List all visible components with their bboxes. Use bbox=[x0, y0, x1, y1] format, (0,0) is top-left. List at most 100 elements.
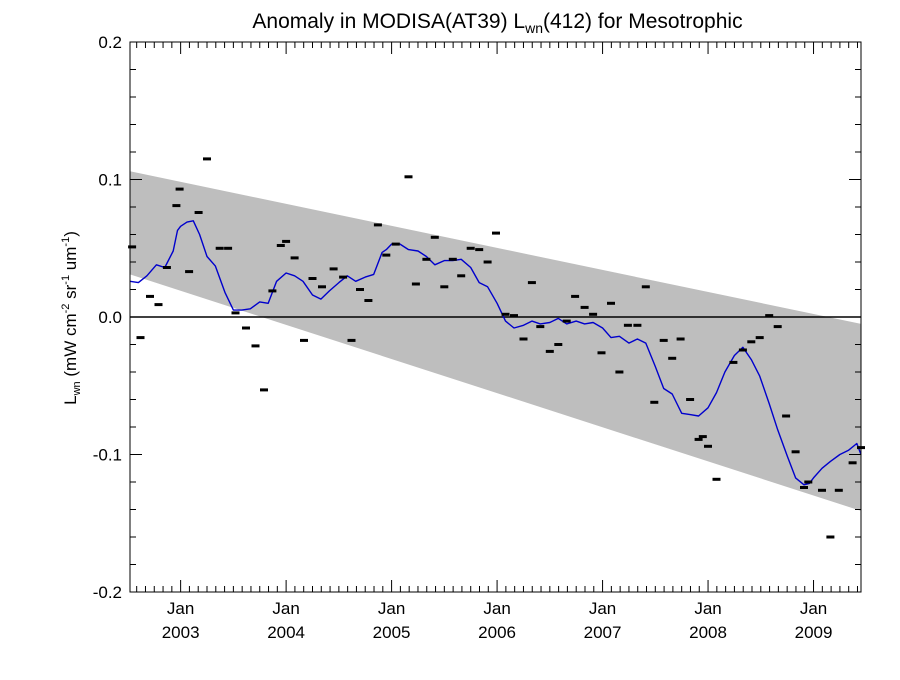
axes-layer bbox=[129, 41, 862, 593]
data-point-7 bbox=[185, 270, 194, 274]
data-point-12 bbox=[231, 311, 240, 315]
data-point-49 bbox=[562, 319, 571, 323]
data-point-9 bbox=[203, 157, 211, 161]
data-point-40 bbox=[483, 260, 492, 264]
x-tick-year: 2006 bbox=[478, 623, 516, 642]
data-point-56 bbox=[623, 323, 632, 327]
x-tick-year: 2004 bbox=[267, 623, 305, 642]
data-point-62 bbox=[676, 337, 685, 341]
data-point-32 bbox=[411, 282, 420, 286]
x-tick-year: 2009 bbox=[795, 623, 833, 642]
data-point-18 bbox=[282, 239, 291, 243]
data-point-27 bbox=[364, 299, 373, 302]
data-point-0 bbox=[128, 245, 137, 249]
data-point-36 bbox=[448, 257, 457, 261]
y-label-close: ) bbox=[61, 231, 80, 237]
data-point-25 bbox=[347, 338, 356, 342]
data-point-38 bbox=[466, 246, 475, 250]
band-layer bbox=[130, 171, 861, 511]
data-point-2 bbox=[146, 294, 154, 298]
data-point-64 bbox=[694, 437, 703, 441]
data-point-39 bbox=[475, 248, 484, 252]
data-point-28 bbox=[373, 223, 382, 227]
data-point-43 bbox=[510, 314, 518, 318]
data-point-4 bbox=[162, 266, 171, 269]
data-point-68 bbox=[729, 360, 738, 364]
data-point-67 bbox=[712, 477, 721, 481]
data-point-26 bbox=[356, 288, 364, 291]
x-tick-year: 2007 bbox=[584, 623, 622, 642]
data-point-14 bbox=[251, 344, 260, 348]
x-tick-month: Jan bbox=[694, 599, 721, 618]
title-suffix: (412) for Mesotrophic bbox=[543, 10, 743, 33]
x-tick-month: Jan bbox=[378, 599, 405, 618]
data-point-8 bbox=[194, 211, 203, 214]
y-tick-label: 0.2 bbox=[98, 33, 122, 52]
data-point-57 bbox=[633, 323, 642, 327]
y-label-um: um bbox=[61, 247, 80, 275]
chart-title: Anomaly in MODISA(AT39) Lwn(412) for Mes… bbox=[252, 10, 742, 36]
data-point-61 bbox=[668, 356, 677, 360]
data-point-19 bbox=[290, 256, 299, 260]
data-point-58 bbox=[641, 285, 650, 289]
data-point-20 bbox=[300, 338, 308, 342]
data-point-54 bbox=[607, 301, 615, 305]
data-point-66 bbox=[704, 444, 712, 448]
x-tick-month: Jan bbox=[800, 599, 827, 618]
y-label-sr: sr bbox=[61, 284, 80, 303]
data-point-6 bbox=[175, 187, 184, 191]
data-point-77 bbox=[804, 480, 813, 484]
x-tick-year: 2005 bbox=[373, 623, 411, 642]
data-point-78 bbox=[818, 488, 826, 492]
data-point-48 bbox=[554, 343, 563, 346]
data-point-31 bbox=[404, 175, 413, 179]
text-layer: 0.2 0.1 0.0 -0.1 -0.2 Jan 2003 Jan 2004 Jan 2005 Ja… bbox=[60, 10, 832, 642]
data-point-65 bbox=[698, 435, 707, 439]
y-tick-label: 0.0 bbox=[98, 308, 122, 327]
data-point-46 bbox=[536, 325, 545, 329]
data-point-69 bbox=[738, 348, 747, 352]
x-tick-month: Jan bbox=[272, 599, 299, 618]
data-point-21 bbox=[308, 277, 317, 280]
data-point-75 bbox=[791, 450, 800, 454]
data-point-10 bbox=[215, 246, 224, 250]
data-point-37 bbox=[457, 274, 466, 278]
data-point-59 bbox=[650, 400, 659, 404]
data-point-24 bbox=[339, 275, 348, 279]
title-subscript: wn bbox=[524, 20, 543, 36]
data-point-3 bbox=[154, 303, 163, 307]
data-point-47 bbox=[545, 349, 554, 353]
y-label-exp1: -2 bbox=[60, 304, 72, 314]
y-label-L: L bbox=[61, 395, 80, 404]
y-axis-label: Lwn (mW cm-2 sr-1 um-1) bbox=[60, 231, 83, 405]
x-tick-year: 2003 bbox=[162, 623, 200, 642]
x-tick-month: Jan bbox=[483, 599, 510, 618]
data-point-13 bbox=[242, 326, 250, 330]
data-point-71 bbox=[755, 336, 764, 340]
x-tick-month: Jan bbox=[167, 599, 194, 618]
data-point-72 bbox=[765, 314, 774, 318]
data-point-22 bbox=[318, 285, 326, 289]
data-point-34 bbox=[430, 235, 439, 239]
data-point-23 bbox=[329, 267, 338, 271]
data-point-55 bbox=[615, 370, 624, 374]
data-point-29 bbox=[382, 253, 391, 257]
y-tick-label: -0.2 bbox=[93, 583, 122, 602]
y-label-open: (mW cm bbox=[61, 313, 80, 381]
data-point-42 bbox=[501, 312, 510, 316]
data-point-33 bbox=[422, 257, 431, 261]
title-prefix: Anomaly in MODISA(AT39) L bbox=[252, 10, 525, 33]
y-label-exp3: -1 bbox=[60, 237, 72, 247]
data-point-73 bbox=[773, 325, 782, 329]
data-point-11 bbox=[224, 246, 233, 250]
data-point-35 bbox=[440, 285, 449, 289]
data-point-70 bbox=[747, 340, 756, 344]
data-point-15 bbox=[260, 388, 268, 392]
data-point-1 bbox=[136, 336, 145, 340]
data-point-63 bbox=[686, 398, 695, 401]
data-point-41 bbox=[492, 231, 500, 235]
data-point-44 bbox=[519, 337, 528, 341]
data-point-16 bbox=[268, 289, 277, 293]
